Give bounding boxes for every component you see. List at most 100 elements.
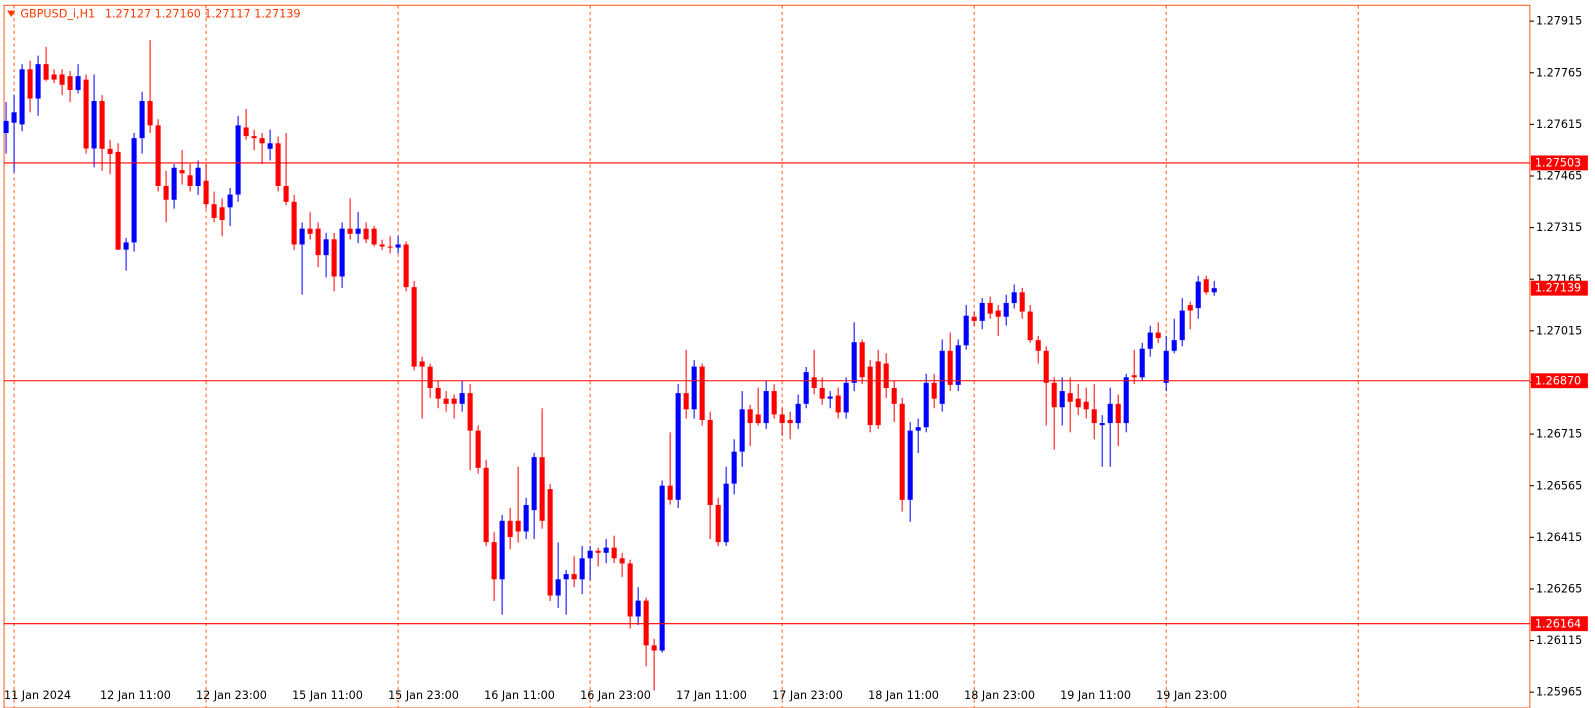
candle-body [875, 361, 881, 426]
candle-body [931, 382, 937, 399]
candle-body [539, 457, 545, 521]
level-label: 1.26870 [1535, 373, 1581, 387]
candle-body [291, 201, 297, 245]
candle-body [1043, 350, 1049, 383]
candle-body [859, 342, 865, 378]
candle-body [491, 542, 497, 580]
candle-body [339, 228, 345, 277]
candle-body [547, 489, 553, 596]
y-tick-label: 1.25965 [1536, 685, 1582, 699]
candle-body [107, 148, 113, 154]
candle-body [323, 239, 329, 256]
x-tick-label: 12 Jan 23:00 [196, 688, 267, 702]
y-tick-label: 1.27765 [1536, 65, 1582, 79]
candle-body [371, 228, 377, 245]
candle-body [659, 485, 665, 651]
candle-body [803, 372, 809, 404]
candle-body [739, 409, 745, 452]
candle-body [67, 76, 73, 90]
candle-body [971, 316, 977, 321]
candle-body [35, 64, 41, 99]
x-tick-label: 12 Jan 11:00 [100, 688, 171, 702]
candle-body [595, 550, 601, 553]
candle-body [1131, 375, 1137, 378]
candle-body [1051, 382, 1057, 408]
candle-body [643, 600, 649, 646]
candle-body [939, 350, 945, 404]
y-tick-label: 1.27915 [1536, 13, 1582, 27]
candle-body [1147, 332, 1153, 349]
candle-body [195, 167, 201, 186]
level-box [1530, 616, 1588, 632]
candle-body [827, 396, 833, 399]
candle-body [83, 79, 89, 149]
candle-body [507, 520, 513, 537]
candle-body [635, 600, 641, 617]
candle-body [523, 504, 529, 532]
candle-body [11, 112, 17, 123]
candle-body [123, 242, 129, 250]
y-tick-label: 1.26565 [1536, 478, 1582, 492]
plot-frame [3, 4, 1531, 708]
candle-body [531, 457, 537, 511]
x-tick-label: 18 Jan 11:00 [868, 688, 939, 702]
candle-body [987, 302, 993, 314]
candle-body [443, 398, 449, 404]
candle-body [475, 430, 481, 468]
candle-body [1139, 348, 1145, 378]
candle-body [427, 366, 433, 388]
candle-body [899, 403, 905, 500]
candle-body [99, 100, 105, 149]
candle-body [3, 120, 9, 133]
candle-body [1107, 403, 1113, 424]
candle-body [651, 645, 657, 651]
candle-body [563, 574, 569, 580]
candle-body [915, 427, 921, 431]
candle-body [675, 393, 681, 500]
y-tick-label: 1.26265 [1536, 581, 1582, 595]
candle-body [1123, 377, 1129, 424]
collapse-arrow[interactable] [7, 10, 16, 17]
candle-body [619, 558, 625, 564]
x-tick-label: 11 Jan 2024 [4, 688, 71, 702]
candle-body [555, 579, 561, 596]
candle-body [795, 403, 801, 424]
candle-body [1163, 350, 1169, 383]
x-tick-label: 19 Jan 23:00 [1156, 688, 1227, 702]
x-tick-label: 16 Jan 23:00 [580, 688, 651, 702]
candle-body [787, 419, 793, 424]
candle-body [979, 302, 985, 321]
current-price-label: 1.27139 [1535, 281, 1581, 295]
candle-body [947, 350, 953, 385]
candle-body [19, 69, 25, 125]
candle-body [667, 485, 673, 500]
x-tick-label: 15 Jan 11:00 [292, 688, 363, 702]
candle-body [387, 246, 393, 248]
x-tick-label: 19 Jan 11:00 [1060, 688, 1131, 702]
candle-body [243, 127, 249, 137]
candle-body [923, 382, 929, 428]
x-tick-label: 16 Jan 11:00 [484, 688, 555, 702]
candle-body [419, 361, 425, 367]
candle-body [267, 143, 273, 149]
candle-body [59, 74, 65, 85]
candle-body [283, 185, 289, 202]
candle-body [1027, 311, 1033, 341]
x-tick-label: 17 Jan 23:00 [772, 688, 843, 702]
candle-body [819, 387, 825, 399]
y-tick-label: 1.27615 [1536, 117, 1582, 131]
candle-body [779, 414, 785, 424]
candle-body [763, 391, 769, 424]
y-tick-label: 1.27015 [1536, 323, 1582, 337]
candle-body [579, 558, 585, 580]
candle-body [27, 69, 33, 99]
candle-body [1187, 305, 1193, 311]
candle-body [91, 100, 97, 149]
candle-body [1115, 403, 1121, 424]
candle-body [1059, 391, 1065, 408]
candle-body [1171, 340, 1177, 351]
candle-body [1203, 279, 1209, 293]
level-box [1530, 155, 1588, 171]
candle-body [715, 504, 721, 543]
